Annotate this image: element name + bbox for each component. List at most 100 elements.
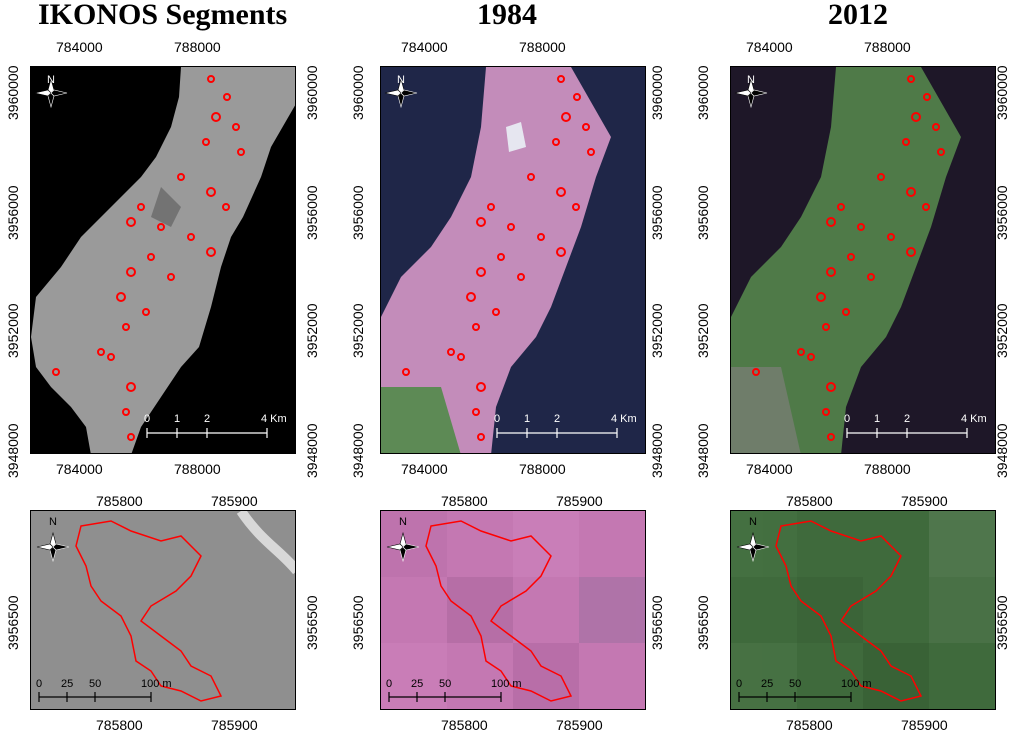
segment-cluster-1984 bbox=[402, 75, 595, 441]
x-tick-top: 785800 bbox=[441, 493, 488, 509]
scale-label: 2 bbox=[204, 413, 210, 425]
scale-label: 100 m bbox=[141, 678, 172, 690]
scale-label: 2 bbox=[904, 413, 910, 425]
y-tick-right: 3960000 bbox=[304, 65, 320, 120]
x-tick-bottom: 785800 bbox=[96, 717, 143, 733]
zoom-1984-panel: 785800 785900 785800 785900 3956500 3956… bbox=[345, 490, 690, 742]
y-tick-right: 3960000 bbox=[649, 65, 665, 120]
y-tick-right: 3956500 bbox=[649, 595, 665, 650]
scale-label: 0 bbox=[736, 678, 742, 690]
north-label: N bbox=[749, 516, 757, 528]
overview-1984-map: N 0 1 2 4 Km bbox=[380, 66, 646, 454]
y-tick-right: 3956500 bbox=[994, 595, 1010, 650]
x-tick-top: 785900 bbox=[211, 493, 258, 509]
y-tick-left: 3952000 bbox=[695, 303, 711, 358]
ikonos-overview-panel: 784000 788000 784000 788000 3960000 3956… bbox=[0, 0, 345, 490]
north-arrow bbox=[36, 531, 70, 563]
y-tick-left: 3956500 bbox=[695, 595, 711, 650]
scale-label: 25 bbox=[411, 678, 423, 690]
ikonos-overview-map: N 0 1 2 4 Km bbox=[30, 66, 296, 454]
y-tick-right: 3956000 bbox=[649, 185, 665, 240]
land-2012 bbox=[731, 67, 961, 453]
scale-label: 100 m bbox=[841, 678, 872, 690]
x-tick-bottom: 788000 bbox=[864, 461, 911, 477]
x-tick-top: 785800 bbox=[786, 493, 833, 509]
y-tick-right: 3948000 bbox=[994, 423, 1010, 478]
ikonos-land-mass bbox=[31, 67, 295, 453]
scale-bar bbox=[496, 428, 618, 438]
north-arrow bbox=[384, 77, 418, 109]
y-tick-left: 3948000 bbox=[350, 423, 366, 478]
north-arrow bbox=[34, 77, 68, 109]
segment-cluster-2012 bbox=[752, 75, 945, 441]
y-tick-left: 3956500 bbox=[350, 595, 366, 650]
x-tick-top: 785900 bbox=[556, 493, 603, 509]
x-tick-top: 784000 bbox=[746, 39, 793, 55]
scale-label: 4 Km bbox=[961, 413, 987, 425]
y-tick-left: 3960000 bbox=[695, 65, 711, 120]
scale-label: 0 bbox=[144, 413, 150, 425]
ikonos-segment-cluster bbox=[52, 75, 245, 441]
north-arrow bbox=[736, 531, 770, 563]
scale-label: 25 bbox=[61, 678, 73, 690]
north-label: N bbox=[397, 74, 405, 86]
ikonos-zoom-map: N 0 25 50 100 m bbox=[30, 510, 296, 710]
scale-label: 2 bbox=[554, 413, 560, 425]
overview-1984-panel: 784000 788000 784000 788000 3960000 3956… bbox=[345, 0, 690, 490]
x-tick-bottom: 784000 bbox=[56, 461, 103, 477]
x-tick-bottom: 784000 bbox=[746, 461, 793, 477]
scale-bar bbox=[38, 692, 152, 702]
x-tick-bottom: 788000 bbox=[174, 461, 221, 477]
y-tick-left: 3948000 bbox=[695, 423, 711, 478]
overview-2012-map: N 0 1 2 4 Km bbox=[730, 66, 996, 454]
scale-bar bbox=[388, 692, 502, 702]
north-label: N bbox=[49, 516, 57, 528]
x-tick-top: 785800 bbox=[96, 493, 143, 509]
x-tick-top: 788000 bbox=[864, 39, 911, 55]
scale-label: 1 bbox=[174, 413, 180, 425]
scale-label: 50 bbox=[789, 678, 801, 690]
zoom-2012-panel: 785800 785900 785800 785900 3956500 3956… bbox=[690, 490, 1024, 742]
panel-title-1984: 1984 bbox=[477, 0, 537, 31]
cloud-1984 bbox=[506, 122, 526, 152]
y-tick-left: 3948000 bbox=[5, 423, 21, 478]
scale-label: 4 Km bbox=[261, 413, 287, 425]
y-tick-right: 3948000 bbox=[304, 423, 320, 478]
scale-bar bbox=[738, 692, 852, 702]
scale-label: 100 m bbox=[491, 678, 522, 690]
scale-label: 50 bbox=[439, 678, 451, 690]
y-tick-right: 3960000 bbox=[994, 65, 1010, 120]
north-label: N bbox=[399, 516, 407, 528]
scale-label: 1 bbox=[874, 413, 880, 425]
zoom-segment-outline bbox=[75, 520, 223, 702]
scale-label: 0 bbox=[844, 413, 850, 425]
y-tick-right: 3948000 bbox=[649, 423, 665, 478]
x-tick-bottom: 784000 bbox=[401, 461, 448, 477]
y-tick-left: 3952000 bbox=[5, 303, 21, 358]
scale-label: 1 bbox=[524, 413, 530, 425]
vegetation-1984 bbox=[381, 387, 461, 453]
y-tick-right: 3956000 bbox=[994, 185, 1010, 240]
x-tick-top: 784000 bbox=[401, 39, 448, 55]
panel-title-2012: 2012 bbox=[828, 0, 888, 31]
x-tick-bottom: 788000 bbox=[519, 461, 566, 477]
y-tick-right: 3956000 bbox=[304, 185, 320, 240]
y-tick-left: 3956000 bbox=[350, 185, 366, 240]
ikonos-zoom-panel: 785800 785900 785800 785900 3956500 3956… bbox=[0, 490, 345, 742]
north-arrow bbox=[734, 77, 768, 109]
scale-label: 25 bbox=[761, 678, 773, 690]
scale-label: 0 bbox=[386, 678, 392, 690]
y-tick-left: 3956500 bbox=[5, 595, 21, 650]
y-tick-left: 3960000 bbox=[350, 65, 366, 120]
panel-title-ikonos: IKONOS Segments bbox=[38, 0, 288, 31]
land-1984 bbox=[381, 67, 611, 453]
north-label: N bbox=[47, 74, 55, 86]
zoom-1984-map: N 0 25 50 100 m bbox=[380, 510, 646, 710]
x-tick-top: 788000 bbox=[174, 39, 221, 55]
y-tick-left: 3956000 bbox=[5, 185, 21, 240]
y-tick-right: 3952000 bbox=[994, 303, 1010, 358]
y-tick-left: 3952000 bbox=[350, 303, 366, 358]
x-tick-bottom: 785900 bbox=[901, 717, 948, 733]
scale-bar bbox=[146, 428, 268, 438]
pixel-blocks-2012 bbox=[731, 511, 995, 709]
